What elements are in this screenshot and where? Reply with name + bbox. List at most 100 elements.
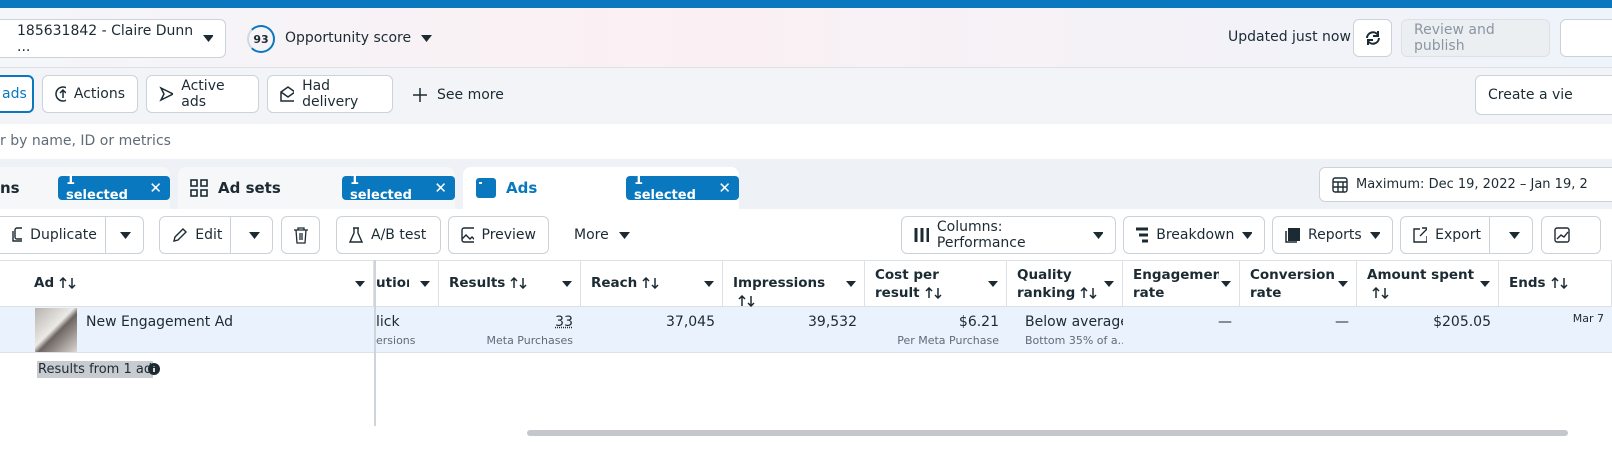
more-menu[interactable]: More	[574, 227, 630, 243]
more-button[interactable]	[1560, 19, 1612, 57]
column-label: Conversion rate rankin...	[1250, 267, 1335, 304]
ab-test-label: A/B test	[371, 227, 427, 243]
tab[interactable]: Ad sets 1 selected ✕	[178, 167, 455, 209]
duplicate-button[interactable]: Duplicate	[0, 216, 144, 254]
date-range-label: Maximum: Dec 19, 2022 – Jan 19, 2	[1356, 177, 1588, 192]
column-label: Ad	[34, 275, 55, 291]
preview-label: Preview	[481, 227, 537, 243]
chart-button[interactable]	[1541, 216, 1601, 254]
column-label: Ends	[1509, 275, 1546, 291]
cell-value: 37,045	[666, 314, 715, 330]
column-header[interactable]: Reach	[582, 260, 723, 307]
date-range[interactable]: Maximum: Dec 19, 2022 – Jan 19, 2	[1319, 167, 1612, 202]
filter-label: Actions	[73, 86, 125, 102]
cell-value: $6.21	[958, 314, 999, 330]
tab-label: Ads	[506, 179, 538, 197]
column-label: Reach	[591, 275, 638, 291]
create-view[interactable]: Create a vie	[1475, 75, 1612, 115]
breakdown-button[interactable]: Breakdown	[1123, 216, 1265, 254]
ab-test-button[interactable]: A/B test	[336, 216, 441, 254]
cell-value: 33	[555, 314, 573, 330]
cell-value: $205.05	[1433, 314, 1491, 330]
column-label: ution	[376, 275, 409, 291]
export-label: Export	[1435, 227, 1481, 243]
export-button[interactable]: Export	[1400, 216, 1533, 254]
breakdown-label: Breakdown	[1156, 227, 1235, 243]
scrollbar[interactable]	[527, 430, 1568, 436]
table-header	[0, 260, 1612, 307]
cell-value: —	[1218, 314, 1232, 330]
see-more-label: See more	[437, 87, 504, 103]
filter-label: ads	[2, 86, 27, 102]
column-header[interactable]: Engagement rate rankin...	[1124, 260, 1240, 307]
reports-label: Reports	[1307, 227, 1362, 243]
score-label: Opportunity score	[285, 30, 412, 46]
column-header[interactable]: Cost per result	[866, 260, 1007, 307]
cell-subtext: Bottom 35% of a...	[1025, 334, 1123, 347]
search-placeholder: r by name, ID or metrics	[0, 133, 171, 149]
columns-label: Columns: Performance	[936, 219, 1026, 251]
more-label: More	[574, 227, 609, 243]
column-header[interactable]: Conversion rate rankin...	[1241, 260, 1357, 307]
delete-button[interactable]	[281, 216, 320, 254]
edit-button[interactable]: Edit	[159, 216, 273, 254]
selection-pill[interactable]: 1 selected ✕	[342, 173, 455, 203]
selection-pill[interactable]: 1 selected ✕	[58, 173, 170, 203]
cell-subtext: Per Meta Purchase	[897, 334, 999, 347]
cell-value: Mar 7	[1572, 312, 1604, 325]
score-value: 93	[253, 32, 269, 46]
column-header[interactable]: Amount spent	[1358, 260, 1499, 307]
score-menu[interactable]: Opportunity score	[285, 30, 433, 46]
see-more[interactable]: See more	[413, 87, 504, 103]
filter-chip[interactable]: Actions	[42, 75, 138, 113]
column-label: Impressions	[733, 275, 826, 291]
selection-pill[interactable]: 1 selected ✕	[626, 173, 739, 203]
column-label: Results	[449, 275, 506, 291]
reports-button[interactable]: Reports	[1272, 216, 1393, 254]
column-label: Engagement rate rankin...	[1133, 267, 1219, 304]
column-label: Cost per result	[875, 267, 939, 301]
frozen-divider	[374, 260, 376, 426]
cell-value: Below average	[1025, 314, 1123, 330]
column-label: Quality ranking	[1017, 267, 1076, 301]
info-icon	[148, 363, 160, 375]
ad-name[interactable]: New Engagement Ad	[86, 314, 233, 330]
refresh-button[interactable]	[1353, 19, 1392, 57]
selection-label: 1 selected	[634, 173, 696, 203]
column-header[interactable]: Ends	[1500, 260, 1612, 307]
create-view-label: Create a vie	[1488, 87, 1573, 103]
cell-value: 39,532	[808, 314, 857, 330]
cell-subtext: ersions	[376, 334, 416, 347]
duplicate-label: Duplicate	[30, 227, 97, 243]
publish-button[interactable]: Review and publish	[1401, 19, 1550, 57]
table-row[interactable]	[0, 307, 1612, 353]
tab-label: Ad sets	[218, 179, 281, 197]
publish-label: Review and publish	[1414, 22, 1495, 54]
column-header[interactable]: Impressions	[724, 260, 865, 307]
edit-label: Edit	[195, 227, 223, 243]
filter-chip[interactable]: ads	[0, 75, 34, 113]
columns-button[interactable]: Columns: Performance	[901, 216, 1116, 254]
column-header[interactable]: Quality ranking	[1008, 260, 1123, 307]
column-header[interactable]: Results	[440, 260, 581, 307]
preview-button[interactable]: Preview	[448, 216, 549, 254]
tab-active[interactable]: Ads 1 selected ✕	[463, 167, 739, 209]
column-label: Amount spent	[1367, 267, 1475, 283]
filter-chip[interactable]: Active ads	[146, 75, 259, 113]
search-bar[interactable]	[0, 124, 1612, 159]
column-header[interactable]: Ad	[25, 260, 374, 307]
score-ring: 93	[247, 25, 275, 53]
tab[interactable]: ns 1 selected ✕	[0, 167, 170, 209]
filter-chip[interactable]: Had delivery	[267, 75, 393, 113]
data-table: Results from 1 ad Ad ution Results Reach Imp…	[0, 260, 1612, 430]
cell-value: —	[1335, 314, 1349, 330]
filter-label: Had delivery	[302, 78, 359, 110]
table-footer: Results from 1 ad	[37, 361, 154, 378]
filter-label: Active ads	[181, 78, 225, 110]
account-selector[interactable]: 185631842 - Claire Dunn ...	[0, 19, 226, 58]
top-bar	[0, 0, 1612, 8]
status: Updated just now	[1228, 29, 1351, 45]
column-header[interactable]: ution	[376, 260, 439, 307]
selection-label: 1 selected	[66, 173, 128, 203]
